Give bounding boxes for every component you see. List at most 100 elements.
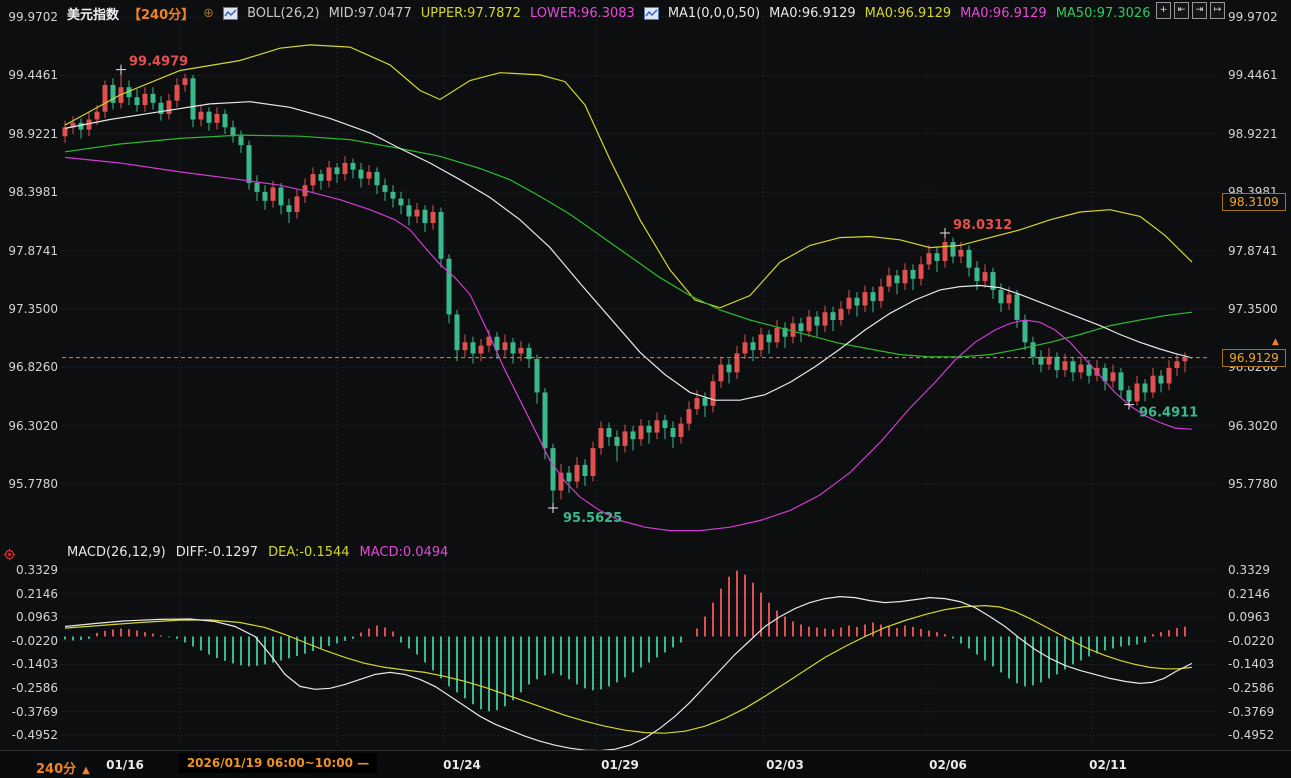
candle-body bbox=[70, 122, 76, 128]
candle-body bbox=[670, 428, 676, 437]
period-label[interactable]: 【240分】 bbox=[128, 8, 195, 23]
candle-body bbox=[566, 472, 572, 482]
candle-body bbox=[982, 272, 988, 282]
candle-body bbox=[254, 183, 260, 192]
pan-right-icon[interactable]: ↦ bbox=[1210, 2, 1225, 19]
macd-diff-line bbox=[64, 595, 1193, 752]
candle-body bbox=[390, 191, 396, 199]
candle-body bbox=[494, 336, 500, 351]
candle-body bbox=[326, 167, 332, 181]
axis-label: -0.1403 bbox=[1228, 657, 1275, 672]
candle-body bbox=[374, 171, 380, 186]
candle-body bbox=[686, 409, 692, 424]
candle-body bbox=[158, 102, 164, 114]
extreme-cross-marker bbox=[116, 64, 126, 75]
candle-body bbox=[126, 87, 132, 98]
candle-body bbox=[974, 267, 980, 282]
candle-body bbox=[1182, 357, 1188, 362]
date-axis-label: 02/03 bbox=[766, 758, 804, 772]
candle-body bbox=[646, 425, 652, 433]
candle-body bbox=[910, 269, 916, 279]
expand-axis-icon[interactable]: ⇥ bbox=[1192, 2, 1207, 19]
candle-body bbox=[726, 364, 732, 373]
candle-body bbox=[918, 264, 924, 279]
candle-body bbox=[1006, 294, 1012, 304]
axis-label: -0.1403 bbox=[11, 657, 58, 672]
price-alert-marker-icon: ▲ bbox=[1272, 336, 1279, 347]
candle-body bbox=[710, 381, 716, 406]
candle-body bbox=[262, 191, 268, 201]
axis-label: -0.3769 bbox=[1228, 704, 1275, 719]
axis-label: 97.3500 bbox=[8, 301, 58, 316]
axis-label: 97.8741 bbox=[8, 243, 58, 258]
period-selector[interactable]: 240分 ▲ bbox=[36, 758, 90, 777]
candle-body bbox=[798, 323, 804, 332]
boll-indicator-icon[interactable] bbox=[223, 7, 239, 20]
candle-body bbox=[542, 392, 548, 449]
candle-body bbox=[630, 431, 636, 440]
time-axis-bar: 240分 ▲ 2026/01/19 06:00~10:00 — 01/16 01/2… bbox=[0, 750, 1291, 778]
axis-label: -0.2586 bbox=[11, 681, 58, 696]
axis-label: 99.4461 bbox=[1228, 68, 1278, 83]
axis-label: -0.3769 bbox=[11, 704, 58, 719]
axis-label: 98.9221 bbox=[1228, 126, 1278, 141]
candle-body bbox=[886, 275, 892, 287]
candle-body bbox=[830, 312, 836, 321]
axis-label: 0.3329 bbox=[16, 563, 58, 578]
main-chart-legend: 美元指数 【240分】 ⊕ BOLL(26,2) MID:97.0477 UPP… bbox=[67, 4, 1150, 23]
candle-body bbox=[782, 327, 788, 337]
candle-body bbox=[1126, 390, 1132, 402]
compress-axis-icon[interactable]: ⇤ bbox=[1174, 2, 1189, 19]
symbol-name: 美元指数 bbox=[67, 8, 120, 23]
candle-body bbox=[1134, 383, 1140, 402]
candle-body bbox=[926, 253, 932, 265]
axis-label: 0.0963 bbox=[16, 610, 58, 625]
candle-body bbox=[294, 196, 300, 212]
candle-body bbox=[1142, 383, 1148, 393]
candle-body bbox=[342, 162, 348, 175]
link-icon[interactable]: ⊕ bbox=[203, 6, 215, 21]
candle-body bbox=[150, 93, 156, 103]
candle-body bbox=[78, 122, 84, 130]
move-crosshair-icon[interactable]: + bbox=[1156, 2, 1171, 19]
candle-body bbox=[182, 78, 188, 85]
candle-body bbox=[750, 342, 756, 351]
candle-body bbox=[574, 464, 580, 482]
candle-body bbox=[174, 84, 180, 101]
candle-body bbox=[278, 187, 284, 206]
candle-body bbox=[1014, 294, 1020, 321]
axis-label: 0.3329 bbox=[1228, 563, 1270, 578]
candle-body bbox=[94, 111, 100, 120]
date-axis-label: 02/11 bbox=[1089, 758, 1127, 772]
candle-body bbox=[214, 113, 220, 123]
candle-body bbox=[862, 292, 868, 306]
candle-body bbox=[350, 162, 356, 170]
candle-body bbox=[1166, 367, 1172, 384]
macd-dea-line bbox=[64, 604, 1193, 734]
candle-body bbox=[878, 286, 884, 302]
candle-body bbox=[430, 211, 436, 224]
ma50-line bbox=[64, 134, 1193, 358]
candle-body bbox=[702, 398, 708, 406]
candle-body bbox=[454, 314, 460, 351]
candle-body bbox=[854, 297, 860, 306]
date-axis-label: 01/24 bbox=[443, 758, 481, 772]
ma0-value-white: MA0:96.9129 bbox=[769, 6, 856, 21]
axis-label: 96.3020 bbox=[1228, 418, 1278, 433]
candle-body bbox=[1102, 367, 1108, 382]
axis-label: 99.9702 bbox=[1228, 10, 1278, 24]
triangle-up-icon: ▲ bbox=[82, 765, 90, 776]
chart-toolbar: + ⇤ ⇥ ↦ bbox=[1156, 2, 1225, 19]
candle-body bbox=[510, 342, 516, 354]
candle-body bbox=[166, 100, 172, 114]
axis-label: -0.0220 bbox=[1228, 633, 1275, 648]
candle-body bbox=[894, 275, 900, 284]
macd-settings-icon[interactable] bbox=[3, 546, 16, 561]
candle-body bbox=[1078, 364, 1084, 373]
candle-body bbox=[86, 119, 92, 130]
boll-mid-line bbox=[64, 101, 1193, 401]
ma-indicator-icon[interactable] bbox=[643, 7, 659, 20]
candle-body bbox=[270, 187, 276, 201]
